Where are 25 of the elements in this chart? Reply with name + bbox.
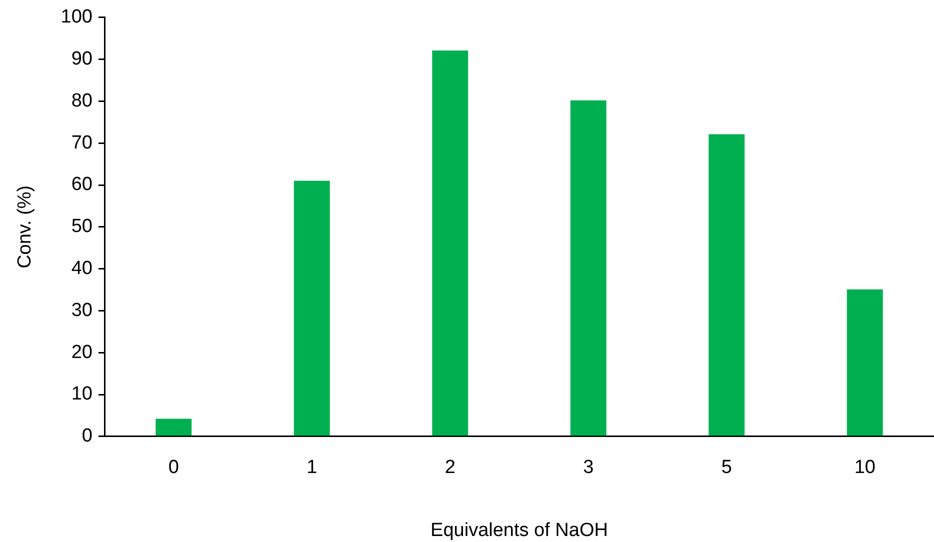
y-axis-title: Conv. (%) (14, 185, 36, 268)
x-tick-label: 2 (444, 457, 456, 478)
y-tick-label: 70 (71, 132, 92, 154)
y-tick-label: 40 (71, 258, 92, 280)
y-tick-label: 0 (82, 426, 92, 447)
y-tick-label: 80 (71, 90, 92, 112)
y-tick-label: 20 (71, 342, 92, 363)
y-tick-label: 10 (71, 384, 92, 405)
y-tick-label: 100 (60, 6, 92, 28)
bar (294, 180, 330, 436)
x-tick-label: 5 (721, 457, 732, 478)
bar (432, 50, 468, 436)
x-tick-label: 10 (854, 457, 876, 478)
bar (156, 418, 192, 436)
x-tick-label: 3 (583, 457, 594, 478)
x-axis-title: Equivalents of NaOH (430, 520, 608, 541)
bar (570, 100, 606, 436)
y-tick-label: 60 (71, 174, 92, 196)
bar (708, 134, 745, 436)
y-tick-label: 30 (71, 300, 92, 321)
x-tick-label: 0 (168, 457, 179, 478)
y-tick-label: 50 (71, 216, 92, 238)
x-tick-label: 1 (306, 457, 318, 478)
y-tick-label: 90 (71, 48, 92, 70)
bar (846, 289, 883, 436)
